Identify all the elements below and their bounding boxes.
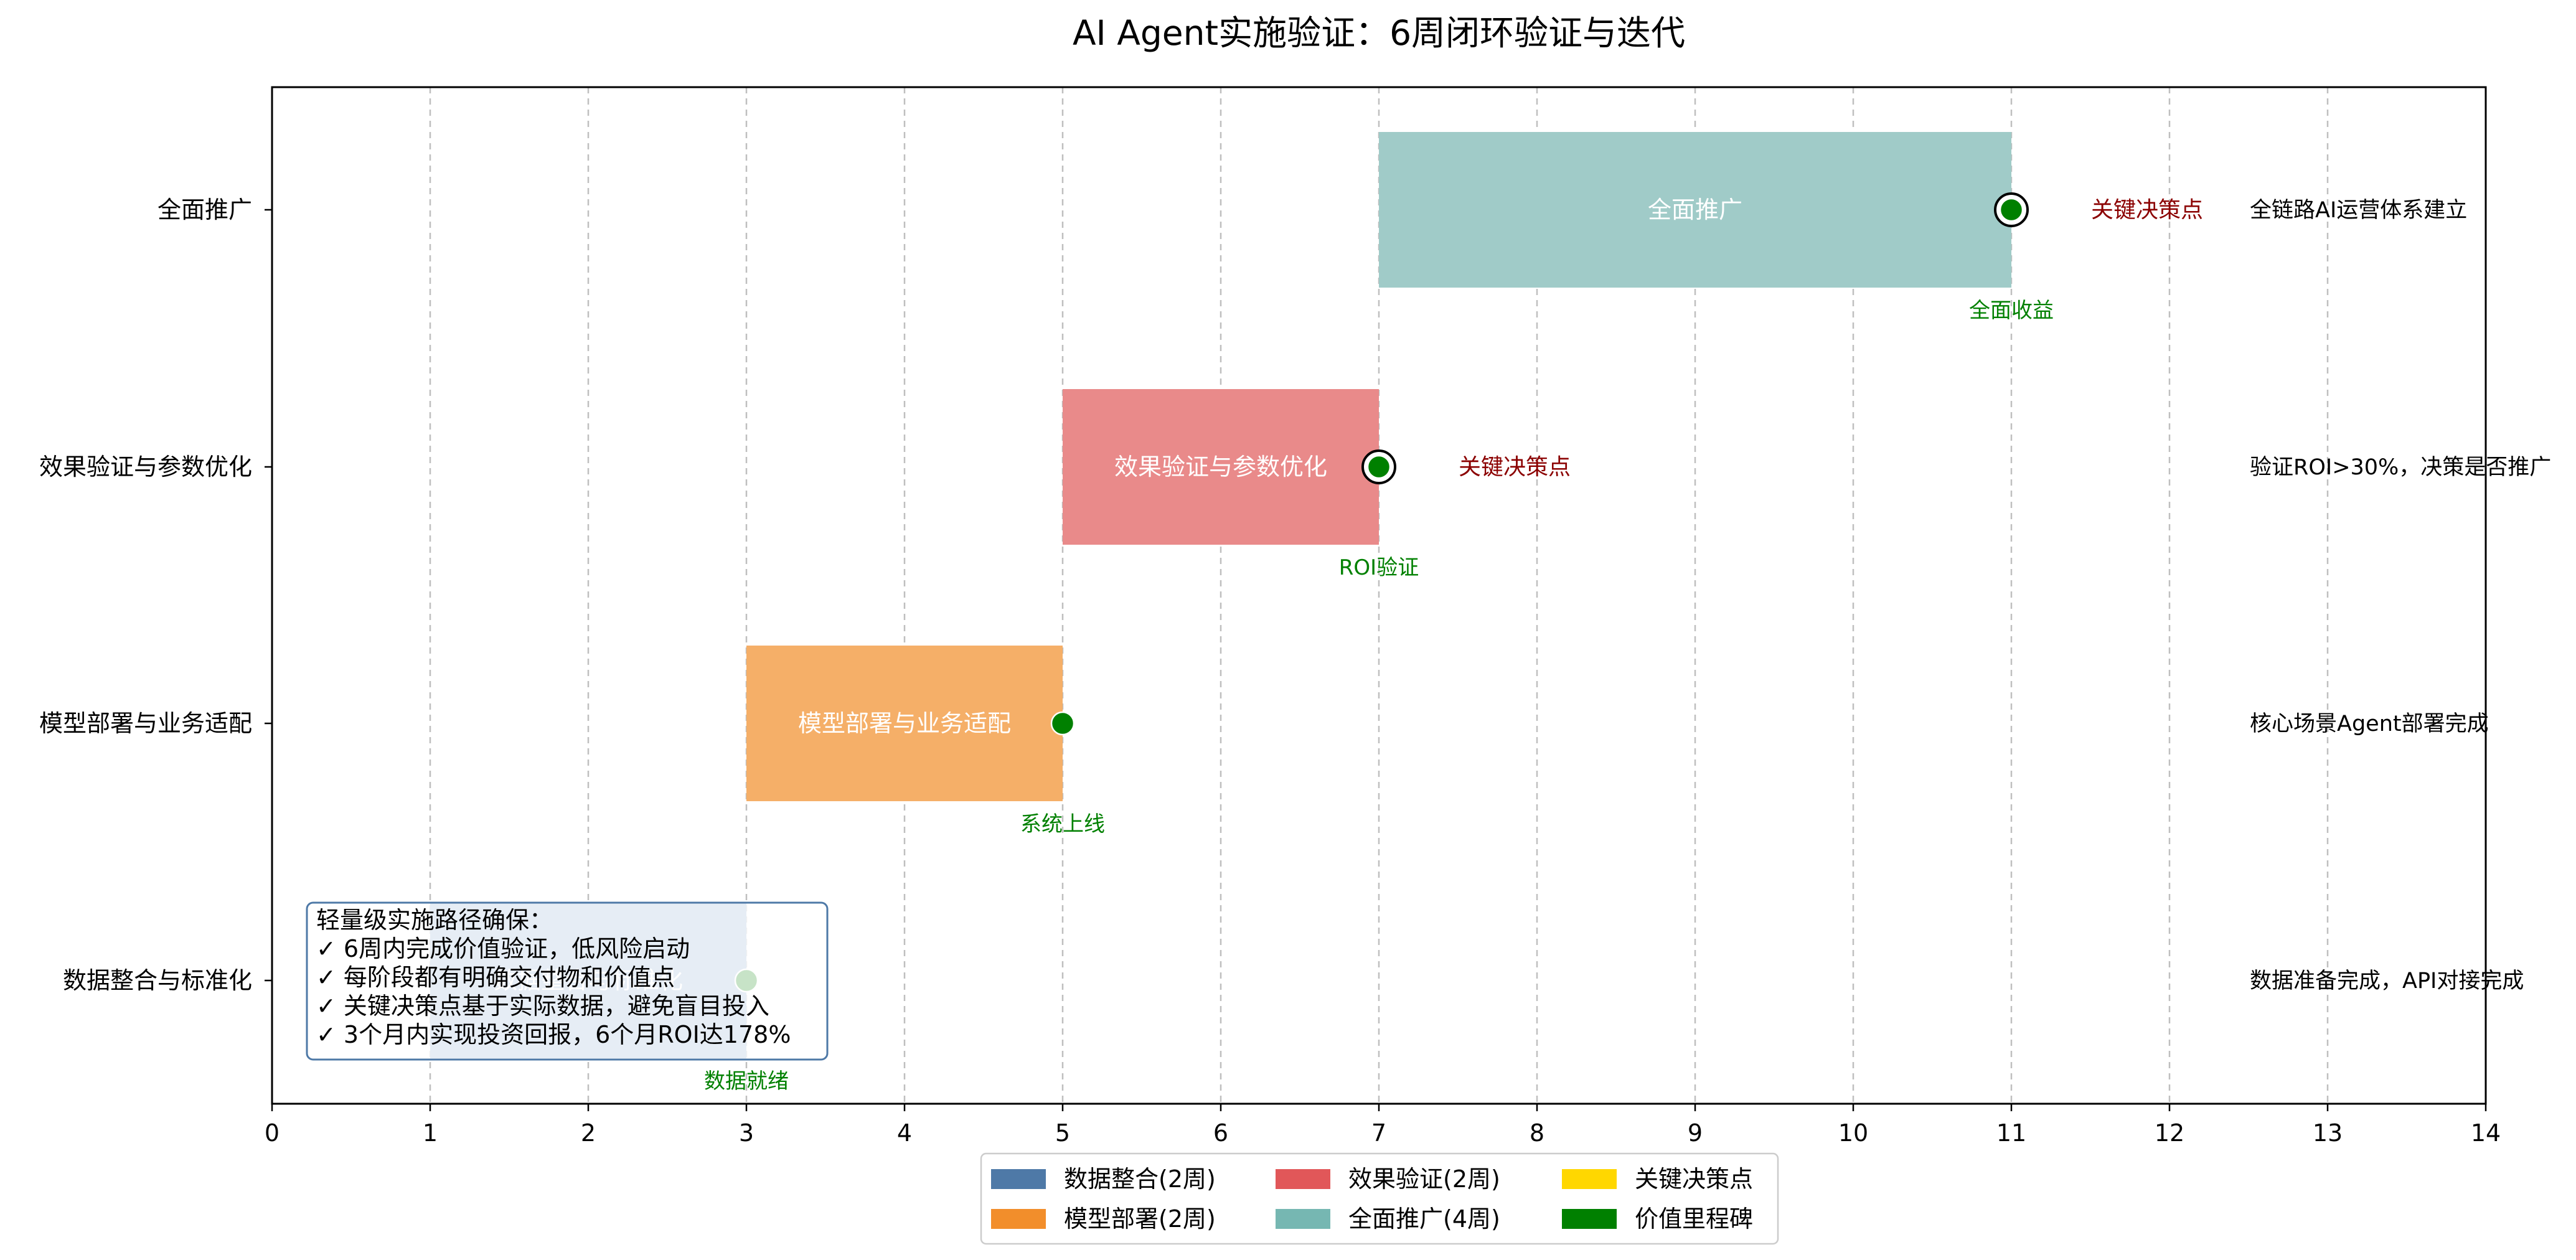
legend-label: 价值里程碑 xyxy=(1635,1205,1753,1233)
annotation-box: 轻量级实施路径确保：✓ 6周内完成价值验证，低风险启动✓ 每阶段都有明确交付物和… xyxy=(306,901,829,1061)
x-tick-label: 12 xyxy=(2155,1119,2184,1147)
x-tick-label: 13 xyxy=(2313,1119,2343,1147)
x-tick-label: 14 xyxy=(2471,1119,2501,1147)
legend-swatch xyxy=(991,1169,1046,1189)
chart-title: AI Agent实施验证：6周闭环验证与迭代 xyxy=(1073,13,1685,53)
y-tick-label: 模型部署与业务适配 xyxy=(39,710,252,737)
x-tick-label: 0 xyxy=(265,1119,280,1147)
legend: 数据整合(2周) 模型部署(2周) 效果验证(2周) 全面推广(4周) 关键决策点价值里… xyxy=(980,1152,1779,1245)
outcome-label: 数据准备完成，API对接完成 xyxy=(2250,969,2524,994)
legend-label: 数据整合(2周) xyxy=(1064,1165,1216,1193)
x-tick-label: 7 xyxy=(1371,1119,1386,1147)
milestone-marker xyxy=(1050,711,1075,736)
task-bar xyxy=(1063,389,1379,545)
annotation-line: ✓ 3个月内实现投资回报，6个月ROI达178% xyxy=(316,1021,791,1048)
annotation-frame xyxy=(306,901,829,1061)
outcome-label: 核心场景Agent部署完成 xyxy=(2250,712,2489,736)
outcome-label: 全链路AI运营体系建立 xyxy=(2250,198,2467,223)
x-tick-label: 6 xyxy=(1213,1119,1228,1147)
legend-swatch xyxy=(991,1209,1046,1229)
x-tick-label: 8 xyxy=(1530,1119,1544,1147)
x-tick-label: 3 xyxy=(739,1119,754,1147)
outcome-label: 验证ROI>30%，决策是否推广 xyxy=(2250,455,2551,480)
y-tick-label: 全面推广 xyxy=(157,196,252,223)
task-bar xyxy=(1379,132,2011,288)
x-tick-label: 9 xyxy=(1688,1119,1703,1147)
decision-point-label: 关键决策点 xyxy=(2091,197,2203,223)
legend-swatch xyxy=(1562,1209,1617,1229)
milestone-label: ROI验证 xyxy=(1339,555,1419,580)
x-tick-label: 10 xyxy=(1838,1119,1868,1147)
annotation-line: ✓ 6周内完成价值验证，低风险启动 xyxy=(316,935,690,962)
annotation-line: ✓ 每阶段都有明确交付物和价值点 xyxy=(316,964,675,991)
annotation-line: ✓ 关键决策点基于实际数据，避免盲目投入 xyxy=(316,992,769,1020)
milestone-marker xyxy=(1366,454,1391,479)
milestone-label: 数据就绪 xyxy=(704,1069,789,1094)
legend-label: 模型部署(2周) xyxy=(1064,1205,1216,1233)
legend-swatch xyxy=(1276,1169,1330,1189)
task-bar xyxy=(746,646,1063,801)
milestone-label: 全面收益 xyxy=(1969,298,2054,323)
x-tick-label: 5 xyxy=(1055,1119,1070,1147)
x-tick-label: 11 xyxy=(1996,1119,2026,1147)
x-tick-label: 2 xyxy=(581,1119,596,1147)
legend-label: 全面推广(4周) xyxy=(1348,1205,1500,1233)
annotation-line: 轻量级实施路径确保： xyxy=(316,906,553,934)
task-bar-label: 效果验证与参数优化 xyxy=(1114,453,1327,481)
legend-label: 关键决策点 xyxy=(1635,1165,1753,1193)
x-tick-label: 4 xyxy=(897,1119,912,1147)
legend-label: 效果验证(2周) xyxy=(1348,1165,1500,1193)
decision-point-label: 关键决策点 xyxy=(1459,454,1571,480)
milestone-marker xyxy=(1999,197,2024,222)
y-tick-label: 效果验证与参数优化 xyxy=(39,453,252,481)
x-tick-label: 1 xyxy=(423,1119,438,1147)
milestone-label: 系统上线 xyxy=(1020,812,1105,837)
legend-swatch xyxy=(1276,1209,1330,1229)
task-bar-label: 模型部署与业务适配 xyxy=(798,710,1011,737)
axes: 0 1 2 3 4 5 6 7 8 9 10 11 12 13 14全面推广效果验证与参数优化模型部署与业务… xyxy=(39,196,2501,1147)
task-bar-label: 全面推广 xyxy=(1648,196,1742,223)
legend-swatch xyxy=(1562,1169,1617,1189)
y-tick-label: 数据整合与标准化 xyxy=(63,967,252,994)
